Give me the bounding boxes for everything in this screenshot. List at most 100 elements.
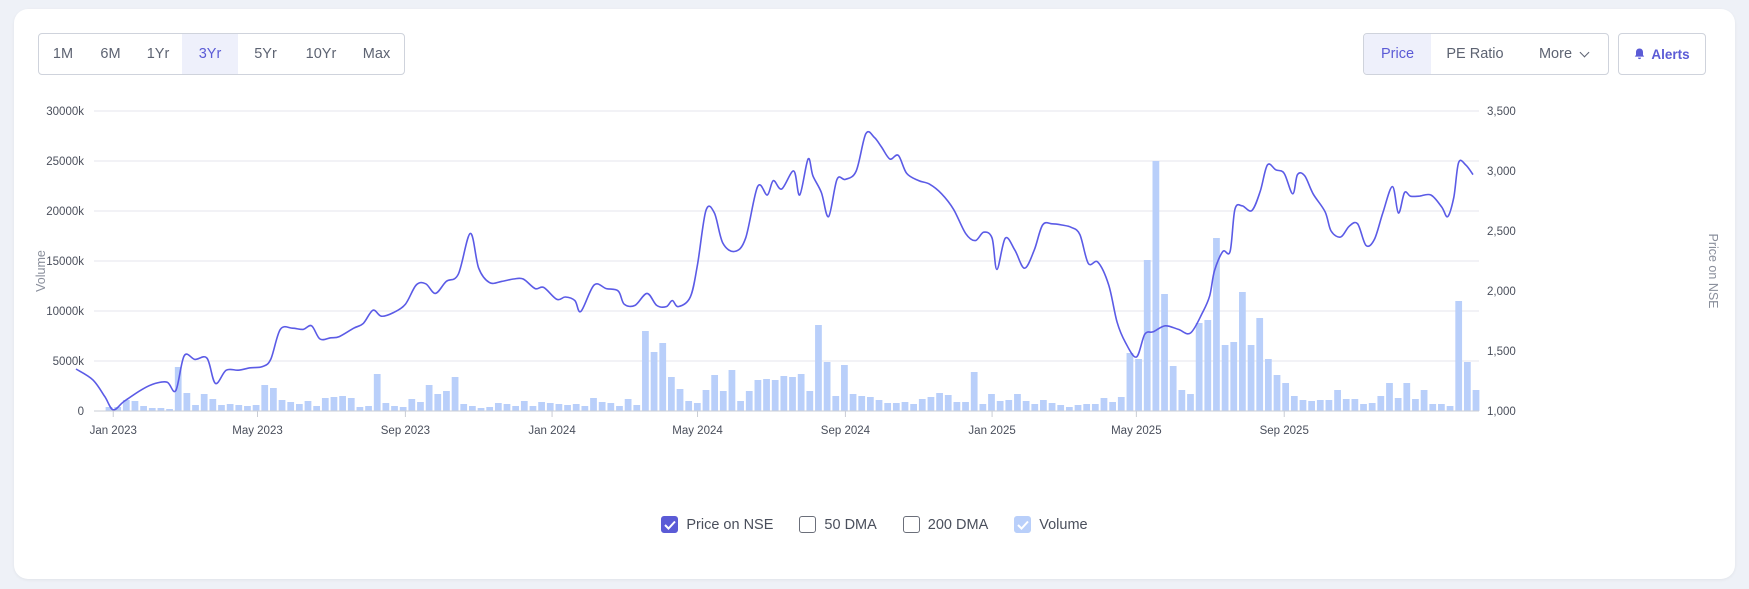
x-tick-label: Sep 2023 bbox=[381, 425, 430, 437]
volume-bar bbox=[1204, 320, 1212, 411]
volume-bar bbox=[754, 380, 762, 411]
volume-bar bbox=[988, 394, 995, 411]
volume-bar bbox=[1256, 318, 1264, 411]
volume-bar bbox=[832, 396, 840, 411]
range-1m-button[interactable]: 1M bbox=[52, 46, 74, 62]
volume-bar bbox=[183, 393, 191, 411]
right-tick-label: 2,000 bbox=[1487, 286, 1516, 298]
view-price-button[interactable]: Price bbox=[1364, 34, 1431, 74]
legend-200dma-toggle[interactable]: 200 DMA bbox=[902, 516, 988, 533]
left-tick-label: 30000k bbox=[46, 106, 84, 118]
volume-bar bbox=[668, 377, 675, 411]
volume-bar bbox=[1187, 394, 1194, 411]
range-3yr-button[interactable]: 3Yr bbox=[182, 34, 238, 74]
volume-bar bbox=[434, 394, 442, 411]
volume-bar bbox=[1342, 399, 1350, 411]
volume-bar bbox=[1282, 383, 1290, 411]
view-more-dropdown[interactable]: More bbox=[1519, 34, 1608, 74]
volume-bar bbox=[1273, 375, 1281, 411]
volume-bar bbox=[555, 404, 563, 411]
range-1yr-button[interactable]: 1Yr bbox=[146, 46, 170, 62]
alerts-label: Alerts bbox=[1651, 46, 1690, 62]
volume-bar bbox=[382, 403, 390, 411]
volume-bar bbox=[607, 403, 615, 411]
checkbox-checked-icon[interactable] bbox=[661, 516, 679, 533]
right-tick-label: 1,500 bbox=[1487, 346, 1516, 358]
volume-bar bbox=[745, 391, 753, 411]
volume-bar bbox=[1360, 404, 1367, 411]
left-tick-label: 25000k bbox=[46, 156, 84, 168]
volume-bar bbox=[520, 401, 528, 411]
volume-bar bbox=[910, 404, 917, 411]
volume-bar bbox=[1230, 342, 1238, 411]
right-tick-label: 3,000 bbox=[1487, 166, 1516, 178]
volume-bar bbox=[780, 376, 788, 411]
volume-bar bbox=[512, 406, 520, 411]
legend-volume-toggle[interactable]: Volume bbox=[1014, 516, 1088, 533]
volume-bar bbox=[1213, 238, 1220, 411]
volume-bar bbox=[1022, 401, 1030, 411]
volume-bar bbox=[235, 405, 243, 411]
chart-legend: Price on NSE 50 DMA 200 DMA Volume bbox=[14, 516, 1735, 533]
right-tick-label: 3,500 bbox=[1487, 106, 1516, 118]
x-tick-label: May 2023 bbox=[232, 425, 283, 437]
range-5yr-button[interactable]: 5Yr bbox=[254, 46, 277, 62]
volume-bar bbox=[356, 407, 364, 411]
volume-bar bbox=[226, 404, 234, 411]
volume-bar bbox=[901, 402, 909, 411]
volume-bar bbox=[244, 406, 251, 411]
x-tick-label: Jan 2024 bbox=[528, 425, 576, 437]
volume-bar bbox=[1308, 401, 1315, 411]
volume-bar bbox=[1005, 400, 1013, 411]
range-6m-button[interactable]: 6M bbox=[100, 46, 121, 62]
volume-bar bbox=[546, 403, 554, 411]
x-tick-label: Sep 2024 bbox=[821, 425, 871, 437]
x-tick-label: Jan 2023 bbox=[90, 425, 137, 437]
volume-bar bbox=[1126, 353, 1134, 411]
volume-bar bbox=[1429, 404, 1437, 411]
left-tick-label: 15000k bbox=[46, 256, 84, 268]
volume-bar bbox=[174, 367, 182, 411]
volume-bar bbox=[1239, 292, 1246, 411]
volume-bar bbox=[477, 408, 485, 411]
legend-50dma-label: 50 DMA bbox=[824, 516, 877, 533]
volume-bar bbox=[166, 409, 173, 411]
volume-bar bbox=[252, 405, 260, 411]
volume-bar bbox=[261, 385, 269, 411]
alerts-button[interactable]: Alerts bbox=[1618, 33, 1706, 75]
right-axis-ticks: 1,000 1,500 2,000 2,500 3,000 3,500 bbox=[1487, 106, 1516, 418]
legend-50dma-toggle[interactable]: 50 DMA bbox=[799, 516, 877, 533]
volume-bar bbox=[330, 397, 338, 411]
more-label: More bbox=[1538, 46, 1573, 62]
checkbox-unchecked-icon[interactable] bbox=[799, 516, 817, 533]
volume-bar bbox=[936, 393, 943, 411]
grid-lines bbox=[94, 110, 1479, 362]
volume-bar bbox=[884, 403, 892, 411]
volume-bar bbox=[486, 407, 494, 411]
volume-bar bbox=[157, 408, 165, 411]
volume-bar bbox=[962, 402, 969, 411]
volume-bar bbox=[1290, 396, 1298, 411]
volume-bar bbox=[771, 380, 779, 411]
volume-bar bbox=[1065, 407, 1073, 411]
left-axis-title: Volume bbox=[34, 250, 48, 292]
x-axis-ticks: Jan 2023 May 2023 Sep 2023 Jan 2024 May 2024… bbox=[90, 410, 1479, 437]
range-max-button[interactable]: Max bbox=[362, 46, 391, 62]
x-tick-label: Jan 2025 bbox=[968, 425, 1015, 437]
legend-price-toggle[interactable]: Price on NSE bbox=[661, 516, 773, 533]
checkbox-checked-icon[interactable] bbox=[1014, 516, 1032, 533]
volume-bar bbox=[970, 372, 978, 411]
volume-bar bbox=[815, 325, 822, 411]
volume-bar bbox=[875, 400, 883, 411]
volume-bar bbox=[1299, 400, 1307, 411]
x-tick-label: May 2024 bbox=[672, 425, 723, 437]
volume-bar bbox=[304, 401, 312, 411]
range-10yr-button[interactable]: 10Yr bbox=[305, 46, 337, 62]
volume-bar bbox=[339, 396, 346, 411]
volume-bar bbox=[425, 385, 433, 411]
checkbox-unchecked-icon[interactable] bbox=[902, 516, 920, 533]
volume-bar bbox=[841, 365, 848, 411]
view-pe-ratio-button[interactable]: PE Ratio bbox=[1446, 46, 1504, 62]
volume-bar bbox=[1057, 405, 1065, 411]
volume-bar bbox=[408, 399, 416, 411]
